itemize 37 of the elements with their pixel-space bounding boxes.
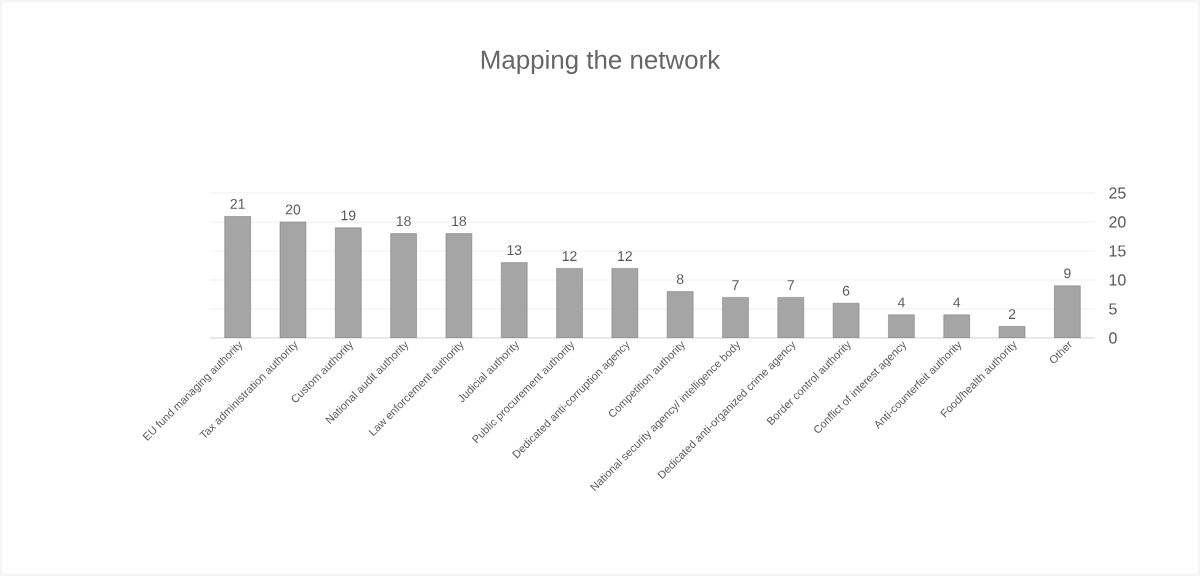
bar <box>335 227 362 338</box>
data-label: 2 <box>1008 309 1016 319</box>
bar <box>445 233 473 338</box>
y-tick-label: 5 <box>1109 303 1117 315</box>
data-label: 6 <box>842 285 850 296</box>
bar <box>888 314 915 338</box>
y-tick-label: 10 <box>1109 274 1126 286</box>
bar <box>777 297 804 338</box>
bar <box>722 297 749 338</box>
data-label: 20 <box>285 204 301 215</box>
chart-title: Mapping the network <box>481 49 721 75</box>
bar <box>611 268 639 338</box>
data-label: 18 <box>452 216 467 227</box>
y-tick-label: 25 <box>1109 187 1126 199</box>
y-tick-label: 0 <box>1109 332 1117 344</box>
data-label: 13 <box>507 245 522 256</box>
data-label: 4 <box>897 297 905 308</box>
data-label: 9 <box>1064 268 1071 279</box>
data-label: 18 <box>396 216 411 227</box>
data-label: 19 <box>341 210 356 221</box>
data-label: 21 <box>230 198 245 209</box>
bar <box>390 233 417 338</box>
data-label: 12 <box>618 251 632 261</box>
data-label: 8 <box>676 274 684 285</box>
bar <box>943 314 970 338</box>
data-label: 4 <box>953 297 961 308</box>
y-tick-label: 20 <box>1109 216 1126 228</box>
bar <box>501 262 528 338</box>
bar <box>279 221 307 338</box>
bar <box>666 291 694 338</box>
data-label: 7 <box>787 280 794 290</box>
data-label: 12 <box>562 251 577 261</box>
bar <box>224 216 251 338</box>
bar <box>556 268 583 338</box>
y-tick-label: 15 <box>1109 245 1126 257</box>
data-label: 7 <box>732 280 739 290</box>
bar <box>1054 285 1081 338</box>
